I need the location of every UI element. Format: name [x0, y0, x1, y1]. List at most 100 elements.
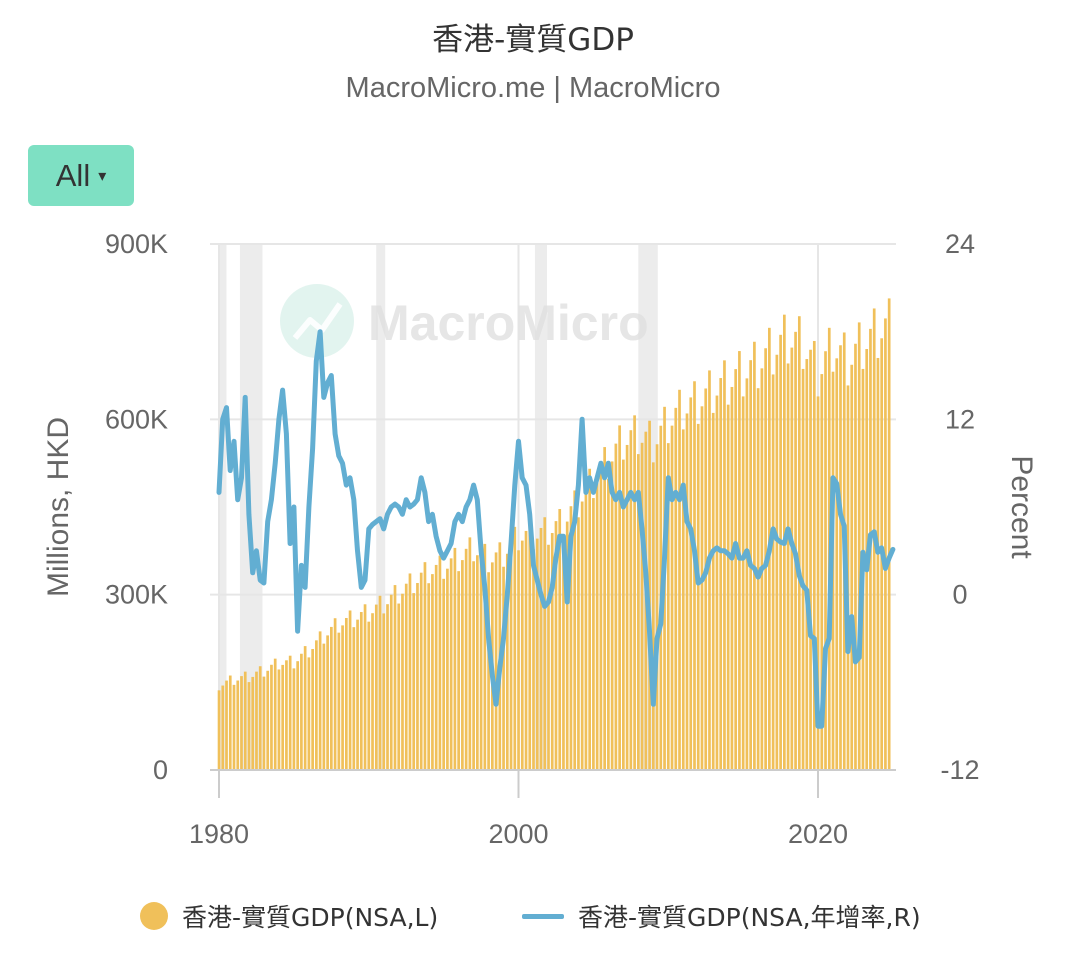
gdp-bar: [532, 549, 535, 770]
gdp-bar: [674, 407, 678, 770]
gdp-bar: [685, 413, 689, 770]
gdp-bar: [554, 521, 558, 770]
gdp-bar: [240, 676, 243, 770]
gdp-bar: [775, 354, 779, 770]
gdp-bar: [453, 547, 457, 770]
gdp-bar: [479, 549, 483, 770]
gdp-bar: [292, 668, 296, 770]
gdp-bar: [382, 613, 386, 770]
dot-marker-icon: [140, 902, 168, 930]
gdp-bar: [363, 604, 367, 770]
gdp-bar: [543, 517, 547, 770]
gdp-bar: [277, 669, 281, 770]
gdp-bar: [243, 671, 247, 770]
gdp-bar: [494, 552, 498, 770]
gdp-bar: [270, 664, 273, 770]
gdp-bar: [708, 370, 711, 770]
gdp-bar: [397, 603, 401, 770]
gdp-bar: [666, 443, 670, 770]
gdp-bar: [449, 558, 453, 770]
gdp-bar: [476, 555, 479, 770]
gdp-bar: [348, 610, 352, 770]
gdp-bar: [524, 530, 528, 770]
gdp-bar: [681, 429, 685, 770]
gdp-bar: [595, 481, 599, 770]
gdp-bar: [577, 517, 580, 770]
gdp-bar: [655, 444, 659, 770]
y-right-axis-title: Percent: [1005, 455, 1038, 559]
gdp-bar: [318, 631, 322, 770]
gdp-bar: [850, 364, 854, 770]
gdp-bar: [812, 340, 816, 770]
gdp-bar: [232, 684, 236, 770]
gdp-bar: [457, 571, 460, 770]
gdp-bar: [307, 657, 311, 770]
gdp-bar: [341, 625, 344, 770]
y-right-tick-label: 24: [945, 229, 975, 259]
gdp-bar: [824, 351, 827, 770]
gdp-bar: [651, 462, 655, 770]
y-left-tick-label: 900K: [105, 229, 168, 259]
gdp-bar: [797, 316, 801, 770]
gdp-growth-line: [216, 329, 896, 729]
gdp-bar: [569, 506, 573, 770]
gdp-bar: [401, 593, 404, 770]
watermark: MacroMicro: [280, 284, 649, 358]
watermark-text: MacroMicro: [368, 295, 649, 351]
gdp-bar: [344, 617, 348, 770]
gdp-bar: [419, 572, 423, 770]
gdp-bar: [779, 334, 782, 770]
gdp-bar: [636, 454, 640, 770]
line-marker-icon: [522, 913, 564, 919]
gdp-bar: [330, 626, 333, 770]
gdp-bar: [539, 527, 543, 770]
gdp-bar: [562, 536, 565, 770]
gdp-bar: [359, 612, 363, 770]
gdp-bar: [741, 396, 745, 770]
gdp-bar: [468, 537, 472, 770]
gdp-bar: [610, 461, 614, 770]
gdp-bar: [839, 345, 842, 770]
gdp-bar: [423, 562, 427, 770]
legend-item-gdp-level[interactable]: 香港-實質GDP(NSA,L): [140, 898, 438, 934]
gdp-bar: [300, 653, 303, 770]
gdp-bar: [633, 415, 636, 770]
gdp-bar: [857, 322, 861, 770]
gdp-bar: [625, 444, 629, 770]
gdp-bar: [887, 298, 891, 770]
gdp-bar: [255, 671, 258, 770]
gdp-bar: [221, 685, 225, 770]
range-selector-label: All: [55, 157, 91, 193]
legend-label: 香港-實質GDP(NSA,L): [182, 903, 439, 932]
gdp-bar: [726, 404, 730, 770]
legend-item-gdp-growth[interactable]: 香港-實質GDP(NSA,年增率,R): [522, 898, 921, 934]
gdp-bar: [464, 548, 468, 770]
y-left-axis-title: Millions, HKD: [42, 417, 75, 597]
gdp-bar: [565, 521, 569, 770]
gdp-bar: [816, 396, 820, 770]
legend: 香港-實質GDP(NSA,L) 香港-實質GDP(NSA,年增率,R): [0, 898, 1066, 948]
gdp-bar: [614, 443, 618, 770]
y-right-tick-label: -12: [940, 755, 979, 785]
gdp-bar: [790, 347, 794, 770]
gdp-bar: [322, 643, 326, 770]
gdp-bar: [700, 406, 704, 770]
gdp-bar: [251, 676, 255, 770]
gdp-bar: [431, 574, 434, 770]
y-right-tick-label: 12: [945, 404, 975, 434]
gdp-bar: [315, 640, 318, 770]
gdp-bar: [461, 560, 464, 770]
gdp-bar: [389, 594, 393, 770]
gdp-bar: [809, 349, 812, 770]
y-left-tick-label: 600K: [105, 404, 168, 434]
gdp-bar: [352, 627, 356, 770]
gdp-bar: [273, 658, 277, 770]
range-selector-button[interactable]: All ▾: [28, 145, 134, 206]
gdp-bar: [629, 430, 633, 770]
gdp-bar: [427, 583, 431, 770]
gdp-bar: [296, 661, 300, 770]
gdp-bar: [753, 341, 756, 770]
gdp-bar: [217, 690, 221, 770]
macromicro-logo-icon: [280, 284, 354, 358]
gdp-bar: [225, 680, 228, 770]
